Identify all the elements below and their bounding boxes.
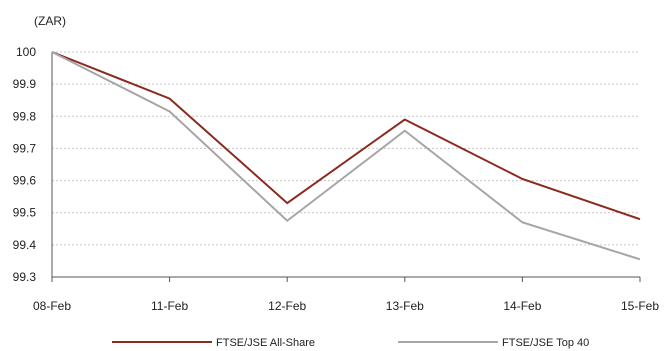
series-line-top-40 [51, 51, 641, 261]
x-tick-label: 08-Feb [33, 299, 71, 313]
legend: FTSE/JSE All-Share FTSE/JSE Top 40 [112, 337, 589, 349]
y-tick-label: 99.7 [13, 141, 37, 155]
series-lines [51, 51, 641, 261]
y-tick-label: 99.4 [13, 238, 37, 252]
y-tick-label: 99.6 [13, 174, 37, 188]
y-tick-label: 99.8 [13, 109, 37, 123]
x-tick-label: 12-Feb [268, 299, 306, 313]
x-tick-label: 14-Feb [503, 299, 541, 313]
x-tick-label: 11-Feb [151, 299, 188, 313]
y-tick-label: 100 [16, 45, 36, 59]
legend-label: FTSE/JSE Top 40 [502, 337, 589, 349]
y-tick-label: 99.9 [13, 77, 37, 91]
legend-label: FTSE/JSE All-Share [216, 337, 315, 349]
x-tick-label: 15-Feb [621, 299, 659, 313]
axes: 100 99.9 99.8 99.7 99.6 99.5 99.4 99.3 08-Feb 11-… [13, 45, 660, 313]
y-tick-label: 99.5 [13, 206, 37, 220]
y-axis-unit-label: (ZAR) [34, 14, 66, 28]
gridlines [52, 51, 640, 246]
y-tick-label: 99.3 [13, 270, 37, 284]
series-line-all-share [51, 51, 641, 221]
x-tick-label: 13-Feb [386, 299, 424, 313]
